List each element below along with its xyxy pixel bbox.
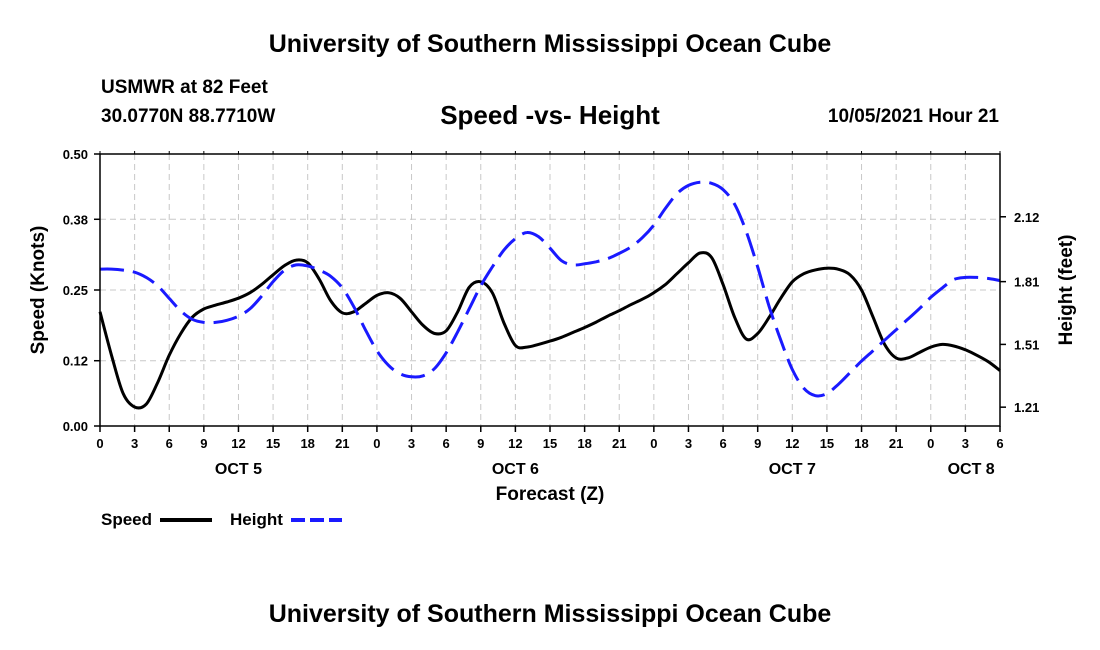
x-tick-label: 3 bbox=[408, 436, 415, 451]
x-tick-label: 0 bbox=[96, 436, 103, 451]
series-layer bbox=[98, 180, 1001, 410]
x-tick-label: 12 bbox=[231, 436, 245, 451]
x-axis-label: Forecast (Z) bbox=[496, 484, 605, 505]
y-tick-label: 0.50 bbox=[63, 147, 88, 162]
y2-tick-label: 1.81 bbox=[1014, 275, 1039, 290]
x-tick-label: 12 bbox=[785, 436, 799, 451]
station-name: USMWR at 82 Feet bbox=[101, 77, 268, 98]
grid bbox=[100, 154, 1000, 426]
ticks: 0 3 6 9 12 15 18 21 0 3 6 9 12 15 18 21 0 3 6 9 12 15 18 21 0 3 6 0… bbox=[63, 147, 1040, 478]
x-tick-label: 21 bbox=[889, 436, 903, 451]
x-tick-label: 0 bbox=[650, 436, 657, 451]
y-tick-label: 0.38 bbox=[63, 212, 88, 227]
x-tick-label: 18 bbox=[300, 436, 314, 451]
legend-height-label: Height bbox=[230, 510, 283, 529]
y-tick-label: 0.00 bbox=[63, 419, 88, 434]
x-tick-label: 21 bbox=[612, 436, 626, 451]
x-tick-label: 18 bbox=[577, 436, 591, 451]
y2-tick-label: 1.21 bbox=[1014, 400, 1039, 415]
x-tick-label: 3 bbox=[962, 436, 969, 451]
x-tick-label: 9 bbox=[200, 436, 207, 451]
x-tick-label: 6 bbox=[443, 436, 450, 451]
series-line-speed bbox=[98, 251, 1001, 410]
day-label: OCT 6 bbox=[492, 461, 539, 478]
day-label: OCT 8 bbox=[948, 461, 995, 478]
chart-heading: Speed -vs- Height bbox=[440, 100, 660, 130]
bottom-title: University of Southern Mississippi Ocean… bbox=[268, 600, 832, 628]
day-label: OCT 5 bbox=[215, 461, 262, 478]
y-axis-label: Speed (Knots) bbox=[28, 226, 49, 355]
forecast-datetime: 10/05/2021 Hour 21 bbox=[827, 106, 999, 127]
x-tick-label: 3 bbox=[685, 436, 692, 451]
y2-tick-label: 2.12 bbox=[1014, 210, 1039, 225]
x-tick-label: 15 bbox=[820, 436, 834, 451]
y-tick-label: 0.12 bbox=[63, 354, 88, 369]
x-tick-label: 15 bbox=[266, 436, 280, 451]
legend: Speed Height bbox=[101, 510, 342, 529]
x-tick-label: 0 bbox=[927, 436, 934, 451]
y2-axis-label: Height (feet) bbox=[1056, 235, 1077, 346]
x-tick-label: 12 bbox=[508, 436, 522, 451]
x-tick-label: 9 bbox=[754, 436, 761, 451]
station-coordinates: 30.0770N 88.7710W bbox=[101, 106, 276, 127]
x-tick-label: 9 bbox=[477, 436, 484, 451]
day-label: OCT 7 bbox=[769, 461, 816, 478]
top-title: University of Southern Mississippi Ocean… bbox=[268, 30, 832, 58]
y-tick-label: 0.25 bbox=[63, 283, 88, 298]
x-tick-label: 6 bbox=[166, 436, 173, 451]
x-tick-label: 0 bbox=[373, 436, 380, 451]
x-tick-label: 21 bbox=[335, 436, 349, 451]
x-tick-label: 6 bbox=[719, 436, 726, 451]
legend-speed-label: Speed bbox=[101, 510, 152, 529]
y2-tick-label: 1.51 bbox=[1014, 337, 1039, 352]
x-tick-label: 3 bbox=[131, 436, 138, 451]
x-tick-label: 6 bbox=[996, 436, 1003, 451]
x-tick-label: 18 bbox=[854, 436, 868, 451]
series-line-height bbox=[99, 180, 1001, 398]
x-tick-label: 15 bbox=[543, 436, 557, 451]
